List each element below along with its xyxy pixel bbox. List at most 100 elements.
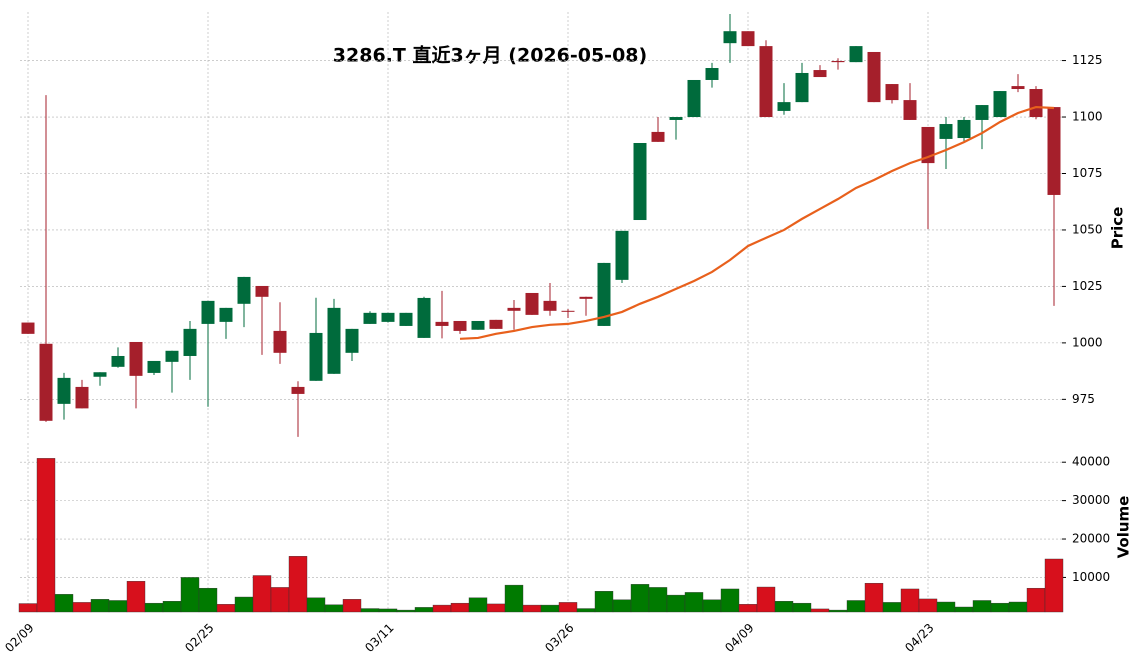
y-tick-label: 1000 — [1072, 335, 1103, 349]
y-tick-label: 30000 — [1072, 493, 1110, 507]
candle-body — [39, 343, 53, 421]
candle-body — [1029, 89, 1043, 118]
volume-bar — [774, 601, 794, 613]
volume-bar — [468, 597, 488, 613]
volume-bar — [324, 604, 344, 613]
volume-bar — [558, 602, 578, 613]
volume-bar — [756, 586, 776, 613]
volume-bar — [864, 582, 884, 613]
volume-bar — [36, 458, 56, 613]
candle-body — [723, 31, 737, 44]
x-tick-label: 02/25 — [182, 621, 216, 655]
x-tick-label: 02/09 — [2, 621, 36, 655]
volume-bar — [882, 602, 902, 613]
candle-body — [867, 51, 881, 103]
candle-body — [543, 300, 557, 311]
candle-body — [903, 100, 917, 120]
volume-bar — [900, 588, 920, 613]
volume-bar — [396, 609, 416, 613]
volume-bar — [846, 600, 866, 613]
candle-body — [759, 46, 773, 118]
candle-body — [21, 322, 35, 334]
candle-body — [579, 296, 593, 299]
volume-bar — [18, 603, 38, 613]
volume-bar — [342, 599, 362, 613]
chart-title: 3286.T 直近3ヶ月 (2026-05-08) — [333, 44, 647, 67]
candle-body — [1047, 107, 1061, 195]
volume-bar — [486, 603, 506, 613]
volume-bar — [288, 556, 308, 613]
candle-body — [561, 310, 575, 312]
volume-bar — [594, 591, 614, 613]
volume-bar — [936, 601, 956, 613]
volume-bar — [576, 608, 596, 613]
candle-body — [399, 312, 413, 326]
volume-bar — [72, 602, 92, 613]
moving-average-line — [459, 105, 1055, 340]
y-tick-label: 1025 — [1072, 279, 1103, 293]
candle-body — [255, 285, 269, 297]
volume-bar — [144, 602, 164, 613]
candle-body — [111, 355, 125, 367]
candle-body — [1011, 86, 1025, 90]
volume-bar — [648, 587, 668, 613]
volume-bar — [270, 587, 290, 613]
y-tick-label: 1050 — [1072, 222, 1103, 236]
volume-bar — [918, 598, 938, 613]
candle-body — [291, 386, 305, 394]
volume-bar — [1044, 558, 1064, 613]
y-tick-label: 1100 — [1072, 110, 1103, 124]
candle-body — [417, 297, 431, 338]
volume-bar — [252, 575, 272, 613]
volume-bar — [198, 587, 218, 613]
candle-body — [669, 117, 683, 120]
x-tick-label: 04/23 — [902, 621, 936, 655]
candle-body — [687, 79, 701, 118]
candle-body — [885, 84, 899, 101]
candle-body — [75, 386, 89, 409]
candle-body — [633, 142, 647, 221]
y-tick-label: 1125 — [1072, 53, 1103, 67]
x-tick-label: 03/11 — [362, 621, 396, 655]
candle-body — [381, 312, 395, 322]
candle-body — [327, 307, 341, 374]
price-axis-label: Price — [1109, 207, 1127, 250]
volume-bar — [378, 608, 398, 613]
candle-body — [795, 72, 809, 103]
candle-body — [165, 350, 179, 362]
volume-bar — [540, 604, 560, 613]
candle-body — [93, 372, 107, 377]
candle-body — [237, 276, 251, 304]
candle-body — [129, 341, 143, 376]
candle-body — [525, 292, 539, 315]
y-tick-label: 1075 — [1072, 166, 1103, 180]
volume-bar — [612, 599, 632, 613]
volume-bar — [630, 584, 650, 613]
candle-body — [975, 105, 989, 120]
volume-bar — [1026, 587, 1046, 613]
volume-bar — [504, 584, 524, 613]
volume-bar — [810, 608, 830, 613]
y-tick-label: 10000 — [1072, 570, 1110, 584]
volume-axis-label: Volume — [1115, 496, 1133, 559]
candle-body — [435, 321, 449, 326]
volume-bar — [216, 604, 236, 613]
candle-body — [309, 332, 323, 381]
volume-bar — [108, 600, 128, 613]
volume-bar — [666, 594, 686, 613]
candle-body — [57, 377, 71, 404]
volume-bar — [684, 592, 704, 613]
volume-bar — [990, 602, 1010, 613]
candle-body — [201, 300, 215, 324]
volume-bar — [828, 609, 848, 613]
candle-body — [219, 307, 233, 322]
candle-body — [921, 126, 935, 164]
volume-bar — [1008, 601, 1028, 613]
candle-body — [273, 330, 287, 353]
candle-body — [849, 46, 863, 63]
y-tick-label: 20000 — [1072, 532, 1110, 546]
volume-bar — [360, 608, 380, 613]
volume-bar — [180, 577, 200, 613]
volume-bar — [738, 604, 758, 613]
